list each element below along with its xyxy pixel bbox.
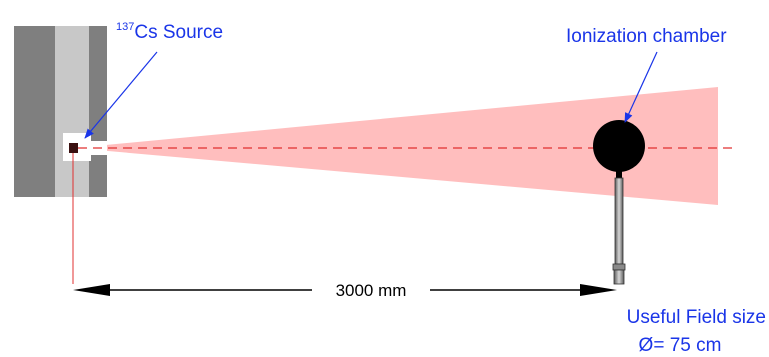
source-isotope-superscript: 137 [116, 21, 134, 33]
source-label-text: Cs Source [134, 22, 223, 43]
chamber-leader-line [624, 51, 658, 123]
cs-source-point [69, 143, 78, 153]
ionization-chamber [593, 120, 645, 285]
source-leader-line [84, 51, 158, 139]
chamber-sphere [593, 120, 645, 172]
chamber-label: Ionization chamber [566, 26, 727, 47]
distance-arrowhead-left [73, 284, 110, 296]
field-diameter-label: Ø= 75 cm [639, 335, 722, 356]
chamber-connector [612, 263, 626, 271]
source-label: 137Cs Source [116, 21, 223, 43]
distance-label: 3000 mm [336, 281, 407, 300]
chamber-connector-base [613, 269, 625, 285]
distance-arrowhead-right [580, 284, 617, 296]
shield-inner-channel [55, 26, 89, 197]
radiation-beam-cone [74, 87, 718, 205]
field-size-label: Useful Field size [627, 307, 766, 328]
source-shielding [14, 26, 107, 197]
chamber-stem-rod [614, 177, 624, 265]
distance-dimension: 3000 mm [73, 281, 617, 300]
